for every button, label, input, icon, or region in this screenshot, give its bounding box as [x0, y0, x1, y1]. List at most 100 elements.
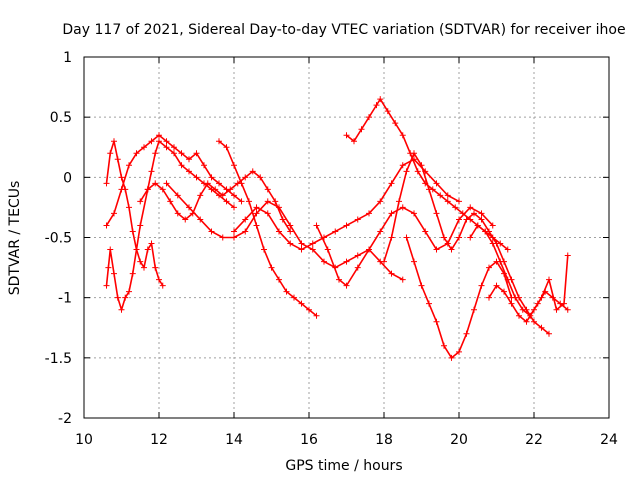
x-tick-label: 12 — [150, 432, 168, 448]
data-point — [478, 282, 485, 289]
data-point — [107, 150, 114, 157]
series-s11 — [403, 234, 515, 361]
data-point — [152, 180, 159, 187]
data-point — [377, 198, 384, 205]
data-point — [276, 228, 282, 235]
data-point — [384, 108, 391, 115]
data-point — [392, 120, 399, 127]
data-point — [478, 216, 485, 223]
data-point — [538, 294, 545, 301]
data-point — [298, 300, 305, 307]
data-point — [388, 270, 395, 277]
data-point — [437, 192, 444, 199]
series-line — [165, 182, 404, 281]
data-point — [253, 222, 260, 229]
data-point — [219, 234, 226, 241]
data-point — [343, 282, 350, 289]
y-tick-label: -0.5 — [45, 231, 72, 247]
data-point — [137, 222, 144, 229]
x-tick-label: 16 — [300, 432, 318, 448]
data-point — [231, 192, 237, 199]
data-point — [156, 276, 162, 283]
data-point — [144, 246, 151, 253]
data-point — [482, 228, 489, 235]
data-point — [381, 258, 387, 265]
data-point — [257, 174, 264, 181]
data-point — [309, 246, 316, 253]
data-point — [148, 168, 155, 175]
data-point — [403, 234, 410, 241]
data-point — [332, 228, 339, 235]
data-point — [264, 198, 271, 205]
data-point — [137, 258, 144, 265]
x-tick-label: 18 — [375, 432, 393, 448]
data-point — [111, 270, 117, 277]
data-point — [489, 222, 496, 229]
data-point — [489, 240, 496, 247]
data-point — [531, 306, 537, 313]
data-point — [358, 126, 365, 133]
data-point — [156, 132, 162, 139]
x-tick-label: 10 — [75, 432, 93, 448]
y-tick-label: -1.5 — [45, 351, 72, 367]
data-point — [208, 228, 215, 235]
data-point — [474, 222, 481, 229]
series-s5 — [163, 180, 406, 283]
data-point — [463, 330, 470, 337]
data-point — [366, 210, 372, 217]
data-point — [163, 144, 170, 151]
data-point — [223, 198, 230, 205]
data-point — [343, 222, 350, 229]
data-point — [156, 138, 162, 145]
data-point — [159, 186, 166, 193]
data-point — [111, 138, 117, 145]
data-point — [148, 240, 155, 247]
data-point — [129, 228, 136, 235]
data-point — [396, 198, 402, 205]
data-point — [313, 222, 320, 229]
data-point — [399, 204, 406, 211]
data-point — [467, 204, 474, 211]
data-point — [208, 174, 215, 181]
data-point — [219, 192, 226, 199]
chart-title: Day 117 of 2021, Sidereal Day-to-day VTE… — [62, 22, 625, 38]
data-point — [343, 132, 350, 139]
data-point — [459, 210, 466, 217]
data-point — [126, 204, 132, 211]
data-point — [283, 288, 290, 295]
data-point — [231, 228, 237, 235]
data-point — [561, 300, 567, 307]
data-point — [354, 252, 361, 259]
data-point — [186, 168, 192, 175]
data-point — [433, 180, 440, 187]
data-point — [493, 282, 500, 289]
data-point — [422, 228, 429, 235]
data-point — [456, 234, 462, 241]
data-point — [148, 138, 155, 145]
data-point — [467, 234, 474, 241]
data-point — [238, 198, 245, 205]
data-point — [441, 234, 447, 241]
data-point — [377, 228, 384, 235]
data-point — [403, 168, 410, 175]
data-point — [242, 228, 249, 235]
data-point — [426, 186, 432, 193]
data-point — [268, 264, 275, 271]
data-point — [497, 258, 504, 265]
data-point — [201, 162, 207, 169]
data-point — [231, 234, 237, 241]
y-tick-label: 0 — [63, 170, 72, 186]
data-point — [448, 354, 455, 361]
data-point — [377, 96, 384, 103]
series-line — [105, 140, 164, 287]
data-point — [388, 210, 395, 217]
data-point — [354, 216, 361, 223]
x-tick-label: 24 — [600, 432, 618, 448]
data-point — [174, 192, 181, 199]
data-point — [564, 252, 571, 259]
data-point — [204, 180, 211, 187]
data-point — [441, 342, 447, 349]
data-point — [246, 198, 252, 205]
data-point — [264, 210, 271, 217]
